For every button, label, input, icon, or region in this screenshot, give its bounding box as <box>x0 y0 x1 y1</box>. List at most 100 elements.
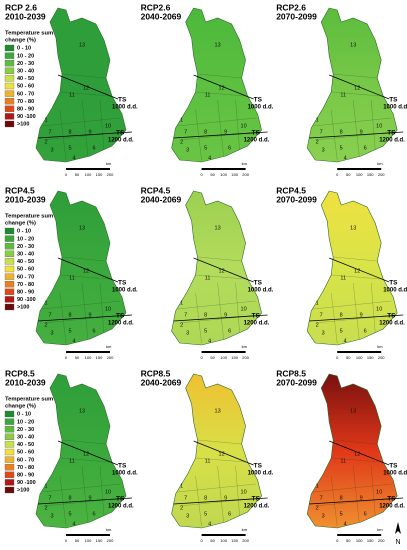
region-label: 9 <box>224 129 227 135</box>
legend-swatch <box>4 448 15 456</box>
ts-label: TS <box>389 463 398 470</box>
region-label: 7 <box>320 495 323 501</box>
region-label: 13 <box>215 408 221 414</box>
scale-label: 100 <box>356 538 363 543</box>
legend-label: 80 - 90 <box>17 106 34 112</box>
ts-label: 1200 d.d. <box>108 138 134 144</box>
scale-unit: km <box>377 161 383 166</box>
scale-label: 100 <box>85 538 92 543</box>
ts-line <box>329 74 390 100</box>
north-arrow: N <box>395 539 400 546</box>
legend-title: Temperature sum <box>5 31 53 37</box>
scale-label: 100 <box>85 355 92 360</box>
ts-label: TS <box>118 97 127 104</box>
region-label: 10 <box>376 489 382 495</box>
region-label: 12 <box>354 85 360 91</box>
scale-label: 0 <box>200 355 203 360</box>
region-label: 9 <box>88 312 91 318</box>
legend-label: 20 - 30 <box>17 244 34 250</box>
scale-bar <box>66 351 110 353</box>
panel-period: 2010-2039 <box>5 377 46 387</box>
panel-title: RCP8.5 <box>141 368 171 378</box>
region-label: 4 <box>72 155 75 161</box>
legend-swatch <box>4 250 15 257</box>
region-label: 12 <box>83 451 89 457</box>
legend-label: 30 - 40 <box>17 251 34 257</box>
ts-label: TS <box>116 130 125 137</box>
legend-label: 50 - 60 <box>17 267 34 273</box>
scale-unit: km <box>242 527 248 532</box>
ts-label: 1000 d.d. <box>248 288 274 294</box>
scale-label: 0 <box>336 172 339 177</box>
scale-bar <box>201 534 246 536</box>
scale-label: 100 <box>356 355 363 360</box>
region-label: 11 <box>69 275 75 281</box>
region-label: 7 <box>320 129 323 135</box>
region-label: 13 <box>350 225 356 231</box>
region-label: 7 <box>48 495 51 501</box>
ts-label: TS <box>252 496 261 503</box>
region-label: 3 <box>50 147 53 153</box>
region-label: 13 <box>79 225 85 231</box>
scale-unit: km <box>106 161 112 166</box>
ts-label: TS <box>387 496 396 503</box>
legend-label: 40 - 50 <box>17 259 34 265</box>
legend-label: 50 - 60 <box>17 84 34 90</box>
legend-swatch <box>4 120 15 128</box>
legend-label: 70 - 80 <box>17 282 34 288</box>
panel-title: RCP4.5 <box>276 185 306 195</box>
region-label: 11 <box>340 275 346 281</box>
region-borders <box>41 73 125 161</box>
panel-period: 2010-2039 <box>5 11 46 21</box>
region-label: 2 <box>180 322 183 328</box>
region-label: 9 <box>360 495 363 501</box>
region-label: 10 <box>241 123 247 129</box>
region-label: 7 <box>320 312 323 318</box>
legend-label: 30 - 40 <box>17 434 34 440</box>
region-label: 12 <box>219 268 225 274</box>
scale-label: 50 <box>346 172 351 177</box>
panel-period: 2070-2099 <box>276 11 317 21</box>
legend-label: 80 - 90 <box>17 472 34 478</box>
scale-label: 150 <box>96 538 103 543</box>
region-label: 6 <box>228 328 231 334</box>
region-label: 5 <box>204 328 207 334</box>
legend-label: 30 - 40 <box>17 68 34 74</box>
ts-line <box>193 440 254 466</box>
region-label: 9 <box>88 495 91 501</box>
ts-line <box>173 497 268 505</box>
legend-swatch <box>4 82 15 90</box>
region-label: 12 <box>354 451 360 457</box>
region-label: 5 <box>340 328 343 334</box>
scale-label: 200 <box>107 355 114 360</box>
scale-label: 150 <box>367 538 374 543</box>
ts-line <box>309 314 404 322</box>
region-label: 11 <box>205 92 211 98</box>
region-label: 6 <box>364 328 367 334</box>
legend-title: change (%) <box>5 221 36 227</box>
legend-label: 90 -100 <box>17 114 36 120</box>
region-label: 6 <box>364 511 367 517</box>
legend-swatch <box>4 113 15 120</box>
region-label: 10 <box>241 306 247 312</box>
region-label: 10 <box>241 489 247 495</box>
region-label: 5 <box>340 511 343 517</box>
region-label: 13 <box>79 42 85 48</box>
region-label: 1 <box>44 300 47 306</box>
region-label: 12 <box>354 268 360 274</box>
scale-bar <box>201 351 246 353</box>
region-label: 4 <box>72 521 75 527</box>
legend-label: 10 - 20 <box>17 53 34 59</box>
legend-swatch <box>4 281 15 288</box>
region-label: 11 <box>69 458 75 464</box>
scale-label: 50 <box>75 172 80 177</box>
scale-label: 200 <box>378 172 385 177</box>
panel-period: 2040-2069 <box>141 377 182 387</box>
legend-swatch <box>4 90 15 97</box>
legend-swatch <box>4 52 15 59</box>
legend-swatch <box>4 273 15 280</box>
region-label: 6 <box>228 511 231 517</box>
scale-unit: km <box>106 527 112 532</box>
